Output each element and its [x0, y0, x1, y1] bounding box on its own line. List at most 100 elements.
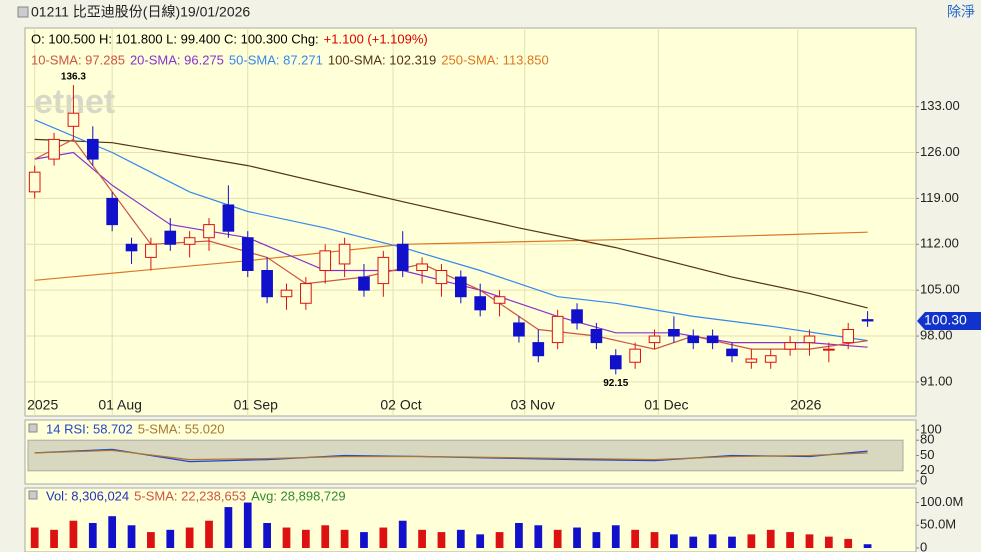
legend-entry: 5-SMA: 55.020	[138, 421, 225, 436]
sma-line	[34, 138, 868, 309]
y-tick-label: 50	[920, 447, 934, 462]
y-tick-label: 98.00	[920, 327, 953, 342]
candle-body	[48, 138, 60, 160]
candle-body	[86, 138, 99, 160]
candle-body	[648, 335, 661, 344]
y-tick-label: 126.00	[920, 144, 960, 159]
ex-dividend-button[interactable]: 除淨	[947, 4, 975, 20]
y-tick-label: 50.0M	[920, 517, 956, 532]
volume-bar	[147, 532, 155, 548]
volume-bar	[360, 532, 368, 548]
price-panel	[24, 27, 917, 417]
sma-line	[34, 119, 868, 342]
volume-bar	[728, 536, 736, 548]
legend-entry: 14 RSI: 58.702	[46, 421, 133, 436]
volume-bar	[127, 525, 136, 548]
candle-body	[28, 171, 41, 193]
candle-body	[687, 335, 700, 344]
legend-entry: 250-SMA: 113.850	[441, 52, 548, 67]
volume-bar	[166, 529, 175, 548]
candle-body	[319, 250, 332, 272]
panel-icon[interactable]	[28, 490, 38, 500]
volume-bar	[534, 525, 543, 548]
y-tick-label: 80	[920, 432, 934, 447]
volume-bar	[456, 529, 465, 548]
volume-bar	[321, 525, 330, 548]
volume-bar	[650, 532, 659, 548]
volume-bar	[282, 527, 291, 548]
volume-bar	[301, 529, 310, 548]
candle-body	[803, 335, 816, 344]
volume-bar	[224, 507, 233, 548]
volume-bar	[243, 502, 252, 548]
candle-body	[726, 348, 738, 357]
candle-body	[609, 355, 622, 370]
y-tick-label: 20	[920, 462, 934, 477]
last-price-label: 100.30	[924, 312, 967, 328]
candle-body	[474, 296, 487, 311]
volume-bar	[631, 529, 640, 548]
legend-entry: 10-SMA: 97.285	[31, 52, 125, 67]
x-tick-label: 01 Sep	[234, 397, 279, 413]
x-tick-label: 2025	[27, 397, 58, 413]
volume-bar	[611, 525, 620, 548]
volume-bar	[263, 523, 271, 548]
volume-bar	[205, 520, 213, 548]
candle-body	[668, 328, 680, 337]
volume-bar	[805, 534, 814, 548]
volume-bar	[69, 520, 78, 548]
volume-bar	[495, 532, 504, 548]
volume-bar	[340, 529, 349, 548]
candle-body	[435, 270, 448, 285]
candle-body	[280, 289, 293, 298]
volume-bar	[863, 544, 872, 548]
page-title: 01211 比亞迪股份(日線)19/01/2026	[31, 4, 250, 20]
candle-body	[396, 243, 409, 271]
annotation: 136.3	[61, 72, 86, 83]
legend-entry: 100-SMA: 102.319	[328, 52, 436, 67]
volume-bar	[398, 520, 407, 548]
y-tick-label: 133.00	[920, 98, 960, 113]
volume-bar	[670, 534, 678, 548]
volume-bar	[747, 534, 756, 548]
candle-body	[145, 243, 157, 258]
candle-body	[454, 276, 467, 298]
candle-body	[532, 342, 545, 357]
candle-body	[823, 348, 835, 351]
candle-body	[764, 355, 777, 363]
volume-bar	[786, 532, 794, 548]
candle-body	[358, 276, 370, 291]
volume-bar	[50, 529, 58, 548]
candle-body	[706, 335, 719, 344]
legend-entry: 50-SMA: 87.271	[229, 52, 323, 67]
volume-bar	[766, 529, 775, 548]
volume-bar	[476, 534, 485, 548]
candle-body	[164, 230, 177, 245]
candle-body	[590, 328, 603, 344]
y-tick-label: 112.00	[920, 236, 959, 251]
panel-icon[interactable]	[28, 423, 38, 433]
legend-entry: Avg: 28,898,729	[251, 488, 345, 503]
candle-body	[416, 263, 428, 272]
candle-body	[338, 243, 351, 265]
candle-body	[241, 237, 254, 272]
y-tick-label: 100	[920, 421, 942, 436]
x-tick-label: 2026	[790, 397, 821, 413]
candle-body	[629, 348, 641, 363]
volume-bar	[553, 529, 562, 548]
x-tick-label: 02 Oct	[380, 397, 421, 413]
x-tick-label: 01 Dec	[644, 397, 688, 413]
legend-entry: 20-SMA: 96.275	[130, 52, 224, 67]
y-tick-label: 105.00	[920, 282, 960, 297]
volume-bar	[418, 529, 426, 548]
rsi-line	[34, 449, 868, 461]
volume-bar	[30, 527, 39, 548]
volume-bar	[108, 516, 117, 548]
volume-bar	[185, 527, 194, 548]
candle-body	[222, 204, 235, 232]
volume-bar	[88, 523, 97, 548]
candle-body	[784, 342, 796, 350]
candle-body	[513, 322, 525, 337]
menu-icon[interactable]	[17, 6, 29, 18]
